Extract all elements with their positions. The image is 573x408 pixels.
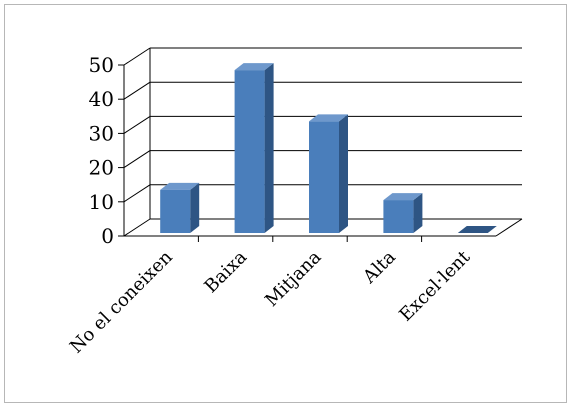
chart-frame (4, 4, 567, 403)
grid-diagonal (123, 150, 151, 169)
grid-diagonal (123, 218, 151, 237)
bar-top (457, 226, 497, 233)
x-tick-label: Mitjana (261, 246, 326, 311)
x-tick-label: Baixa (201, 247, 252, 298)
bar (160, 189, 191, 233)
bar-side (264, 63, 274, 233)
bar-side (339, 114, 348, 233)
y-tick-label: 20 (89, 156, 114, 180)
y-tick-label: 30 (89, 121, 114, 145)
grid-diagonal (123, 184, 151, 203)
x-tick-label: Excel·lent (395, 246, 475, 326)
y-tick-label: 40 (89, 87, 114, 111)
bar-top (160, 182, 200, 190)
bar-top (383, 193, 423, 201)
y-tick-label: 10 (89, 190, 114, 214)
grid-diagonal (123, 47, 151, 66)
grid-diagonal (123, 115, 151, 134)
x-tick-label: No el coneixen (66, 246, 177, 357)
bar (234, 70, 265, 233)
floor-right-edge (495, 218, 523, 237)
bar (309, 121, 339, 233)
grid-diagonal (123, 81, 151, 100)
bars (160, 63, 497, 233)
y-tick-label: 0 (101, 224, 114, 248)
y-tick-label: 50 (89, 53, 114, 77)
bar-top (234, 63, 274, 71)
bar-top (309, 114, 348, 122)
bar (383, 200, 414, 233)
x-tick-label: Alta (358, 247, 400, 289)
axes (118, 48, 523, 242)
y-tick-labels: 0 10 20 30 40 50 (89, 53, 114, 248)
bar-side (413, 193, 423, 233)
bar-side (190, 182, 200, 233)
